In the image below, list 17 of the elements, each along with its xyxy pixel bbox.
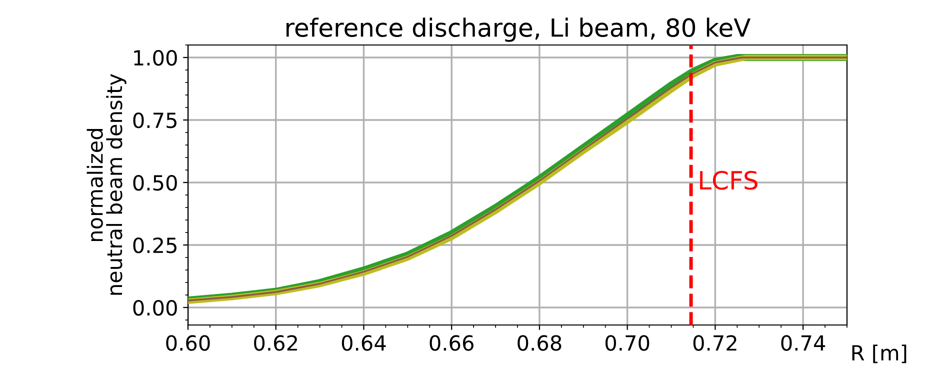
y-tick-label: 0.75 — [133, 112, 176, 128]
x-tick-label: 0.62 — [254, 335, 297, 351]
y-tick-label: 0.50 — [133, 174, 177, 191]
chart-title: reference discharge, Li beam, 80 keV — [286, 18, 751, 42]
x-tick-label: 0.74 — [781, 335, 826, 351]
ref-line-label: LCFS — [700, 170, 758, 190]
x-tick-label: 0.60 — [166, 335, 210, 351]
x-axis-title: R [m] — [852, 344, 906, 364]
y-axis-title: normalized neutral beam density — [86, 74, 126, 295]
x-tick-label: 0.72 — [693, 335, 736, 351]
y-tick-label: 1.00 — [134, 50, 177, 66]
x-tick-label: 0.64 — [342, 335, 386, 351]
y-tick-label: 0.00 — [133, 300, 177, 316]
y-tick-label: 0.25 — [133, 237, 176, 254]
x-tick-label: 0.68 — [518, 335, 562, 351]
x-tick-label: 0.70 — [606, 335, 650, 351]
x-tick-label: 0.66 — [430, 335, 474, 351]
